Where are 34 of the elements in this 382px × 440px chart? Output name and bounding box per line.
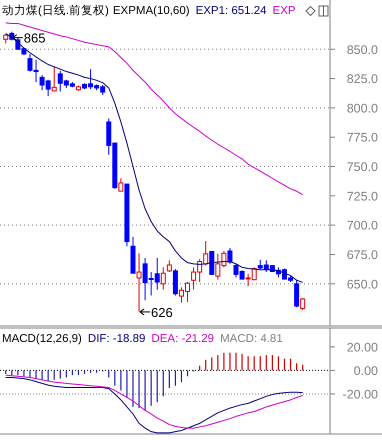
candlestick (300, 297, 306, 311)
chart-title: 动力煤(日线.前复权) (2, 4, 110, 17)
y-tick-label: 675.0 (346, 248, 378, 262)
candlestick (166, 260, 172, 273)
candlestick (227, 248, 232, 264)
candlestick (136, 252, 142, 312)
chart-title: MACD(12,26,9) (2, 333, 82, 345)
line-series (5, 22, 304, 196)
line-series (5, 32, 304, 283)
y-tick-label: 800.0 (346, 101, 378, 116)
candlestick (3, 34, 8, 44)
candlestick (294, 279, 300, 308)
y-tick-label: 825.0 (346, 72, 378, 86)
y-tick-label: 700.0 (346, 218, 378, 233)
candlestick (160, 266, 166, 290)
candlestick (172, 268, 178, 296)
text: EXP (272, 5, 296, 17)
candlestick (52, 66, 57, 92)
text: EXP1: 651.24 (196, 5, 268, 17)
annotation: 865 (24, 30, 46, 46)
y-tick-label: 650.0 (346, 277, 378, 292)
y-tick-label: 775.0 (346, 130, 378, 145)
y-tick-label: 725.0 (346, 189, 378, 204)
y-tick-label: -20.00 (342, 387, 378, 402)
chart-subtitle: EXPMA(10,60) (112, 5, 190, 17)
y-tick-label: 750.0 (346, 160, 378, 174)
y-tick-label: 850.0 (346, 42, 378, 57)
text: DEA: -21.29 (151, 333, 214, 345)
y-tick-label: 0.00 (354, 364, 378, 378)
y-tick-label: 20.00 (346, 340, 378, 354)
annotation: 626 (151, 304, 173, 320)
text: DIF: -18.89 (88, 333, 146, 345)
series-label: MACD: 4.81 (220, 333, 283, 345)
candlestick (118, 178, 124, 192)
